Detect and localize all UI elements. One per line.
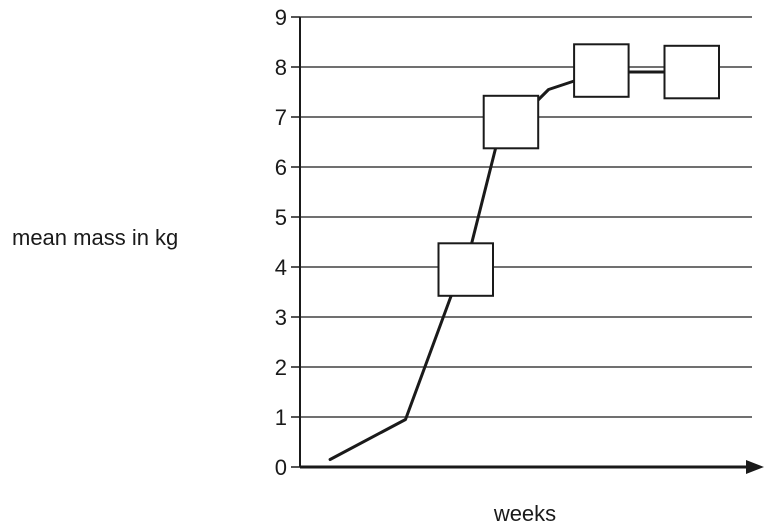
y-tick-label-7: 7: [275, 105, 287, 130]
y-tick-label-5: 5: [275, 205, 287, 230]
y-tick-label-3: 3: [275, 305, 287, 330]
y-tick-label-9: 9: [275, 5, 287, 30]
y-axis-title: mean mass in kg: [12, 225, 178, 250]
y-tick-label-0: 0: [275, 455, 287, 480]
data-markers: [437, 43, 720, 297]
square-marker-3: [573, 43, 630, 98]
axes: [299, 17, 764, 474]
y-axis-ticks: 0 1 2 3 4 5 6 7 8 9: [275, 5, 300, 480]
y-tick-label-6: 6: [275, 155, 287, 180]
y-tick-label-4: 4: [275, 255, 287, 280]
x-axis-title: weeks: [493, 501, 556, 526]
square-marker-1: [437, 242, 494, 297]
y-tick-label-2: 2: [275, 355, 287, 380]
x-axis-arrowhead: [746, 460, 764, 474]
grid-lines: [300, 16, 752, 418]
square-marker-2: [482, 94, 540, 150]
y-tick-label-8: 8: [275, 55, 287, 80]
square-marker-4: [663, 44, 720, 100]
y-tick-label-1: 1: [275, 405, 287, 430]
